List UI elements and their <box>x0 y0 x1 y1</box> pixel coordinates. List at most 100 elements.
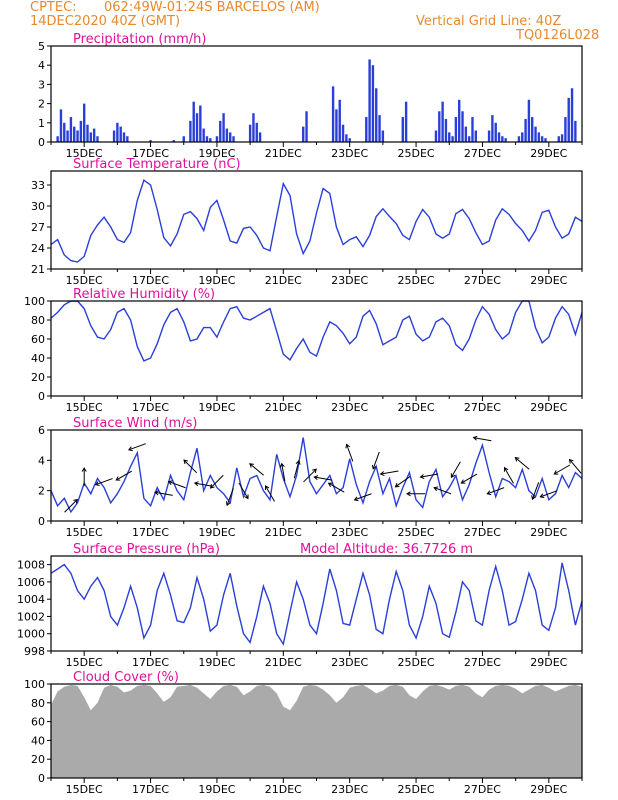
wind-arrow <box>183 459 198 474</box>
precip-bar <box>195 113 199 142</box>
precip-bar <box>404 101 408 142</box>
precip-bar <box>434 130 438 142</box>
wind-arrow-head <box>345 443 351 449</box>
rh-ytick-label: 0 <box>38 390 45 403</box>
wind-title: Surface Wind (m/s) <box>73 416 197 431</box>
precip-bar <box>517 136 521 142</box>
temp-frame <box>50 170 583 270</box>
wind-arrow <box>95 478 113 486</box>
wind-xtick-label: 17DEC <box>132 526 169 539</box>
pres-xtick-label: 29DEC <box>530 656 567 669</box>
precip-bar <box>365 117 368 142</box>
wind-arrow <box>515 457 530 470</box>
precip-bar <box>444 118 448 142</box>
wind-xtick-label: 21DEC <box>265 526 302 539</box>
precip-bar <box>378 115 381 142</box>
precip-bar <box>574 120 577 142</box>
precip-bar <box>527 99 531 142</box>
wind-arrow <box>314 476 333 481</box>
wind-arrow <box>115 470 133 481</box>
wind-arrow-head <box>115 476 121 481</box>
pres-xtick-label: 17DEC <box>132 656 169 669</box>
precip-bar <box>89 132 93 142</box>
wind-arrow-head <box>539 493 545 499</box>
wind-arrow-head <box>379 471 385 476</box>
rh-ytick-label: 60 <box>31 333 45 346</box>
precip-bar <box>501 136 504 142</box>
wind-arrow <box>372 451 380 470</box>
precip-bar <box>116 122 119 142</box>
precip-bar <box>248 124 252 142</box>
precip-bar <box>441 101 444 142</box>
temp-xtick-label: 15DEC <box>66 274 103 287</box>
precip-bar <box>182 136 185 142</box>
precip-bar <box>59 109 63 142</box>
precip-bar <box>451 136 454 142</box>
precip-bar <box>189 120 192 142</box>
cloud-xtick-label: 21DEC <box>265 783 302 796</box>
precip-bar <box>461 111 464 142</box>
precip-bar <box>487 130 491 142</box>
precip-bar <box>172 140 175 142</box>
wind-arrow-head <box>225 501 231 507</box>
precip-bar <box>335 109 338 142</box>
precip-bar <box>368 59 371 142</box>
cloud-panel: Cloud Cover (%) 0 20 40 60 80 100 15DEC 17DEC 19D… <box>24 670 583 796</box>
wind-arrow-head <box>460 479 466 484</box>
precip-bar <box>258 132 262 142</box>
cloud-title: Cloud Cover (%) <box>73 670 179 685</box>
wind-arrow-head <box>394 482 400 488</box>
pres-ytick-label: 1002 <box>17 610 45 623</box>
cloud-xtick-label: 27DEC <box>464 783 501 796</box>
wind-arrow <box>450 461 461 478</box>
precip-bar <box>564 117 567 142</box>
wind-arrow-head <box>193 481 199 487</box>
precip-bar <box>534 126 537 142</box>
wind-arrow-head <box>327 482 333 487</box>
rh-frame <box>50 300 583 397</box>
wind-ytick-label: 6 <box>38 424 45 437</box>
header-location: 062:49W-01:24S BARCELOS (AM) <box>104 0 320 15</box>
precip-bar <box>381 130 385 142</box>
precip-ytick-label: 0 <box>38 136 45 149</box>
wind-arrow <box>473 437 492 442</box>
precip-xtick-label: 21DEC <box>265 147 302 160</box>
wind-arrow <box>328 482 345 493</box>
precip-bar <box>82 103 86 142</box>
precip-bar <box>438 111 441 142</box>
pres-xtick-label: 21DEC <box>265 656 302 669</box>
wind-arrow-head <box>73 498 78 504</box>
precip-bar <box>209 138 212 142</box>
temp-ytick-label: 21 <box>31 263 45 276</box>
wind-arrow <box>569 459 582 474</box>
wind-arrow-head <box>406 491 411 497</box>
precip-bar <box>448 132 451 142</box>
temp-xtick-label: 17DEC <box>132 274 169 287</box>
precip-bar <box>531 117 534 142</box>
pres-ytick-label: 1008 <box>17 559 45 572</box>
precip-bar <box>126 136 129 142</box>
precip-bar <box>371 65 375 142</box>
rh-xtick-label: 23DEC <box>331 401 368 414</box>
precip-xtick-label: 29DEC <box>530 147 567 160</box>
precip-bar <box>494 122 497 142</box>
wind-arrow <box>168 481 186 489</box>
rh-xtick-label: 27DEC <box>464 401 501 414</box>
rh-xtick-label: 25DEC <box>398 401 435 414</box>
precip-bar <box>331 86 335 142</box>
precip-ytick-label: 2 <box>38 98 45 111</box>
precip-bar <box>79 120 83 142</box>
temp-ytick-label: 33 <box>31 179 45 192</box>
temp-line <box>50 178 583 263</box>
pres-ytick-label: 1004 <box>17 593 45 606</box>
wind-arrow <box>531 482 540 500</box>
wind-xtick-label: 27DEC <box>464 526 501 539</box>
wind-arrow-head <box>279 462 285 468</box>
wind-arrow-head <box>154 490 159 496</box>
wind-panel: Surface Wind (m/s) 0 2 4 6 15DEC 17DEC 19DEC 21D… <box>38 416 583 539</box>
precip-bar <box>458 99 461 142</box>
pres-frame <box>50 555 583 652</box>
precip-bar <box>504 138 507 142</box>
wind-arrow-head <box>503 466 509 472</box>
cloud-xtick-label: 23DEC <box>331 783 368 796</box>
